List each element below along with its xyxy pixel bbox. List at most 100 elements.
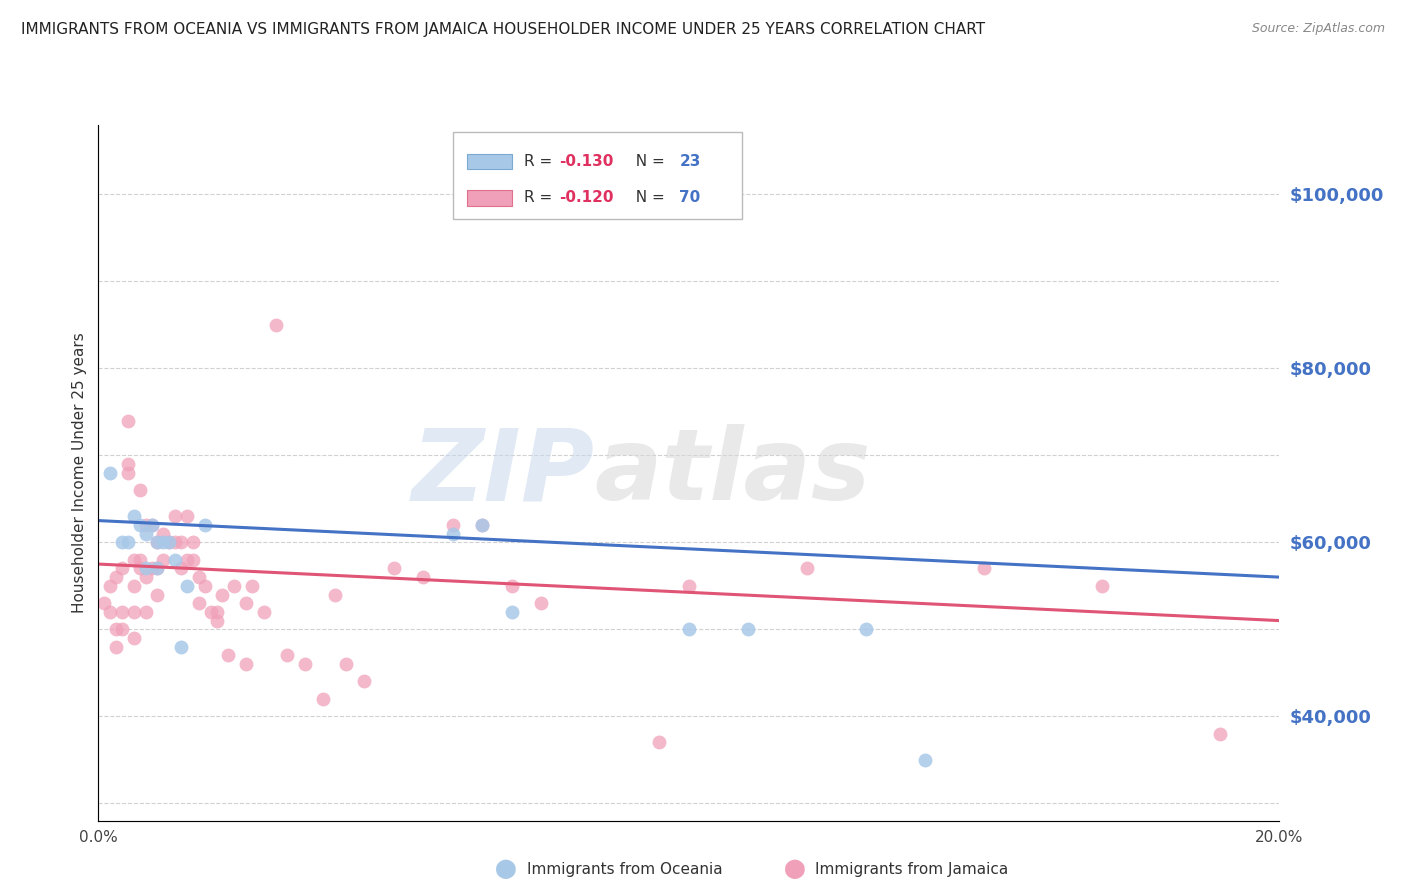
Point <box>205 605 228 619</box>
Point <box>264 318 287 332</box>
Text: -0.130: -0.130 <box>560 154 613 169</box>
Point <box>335 657 357 671</box>
Point <box>737 623 759 637</box>
Point <box>648 735 671 749</box>
Point <box>122 552 145 567</box>
Point <box>855 623 877 637</box>
Text: R =: R = <box>523 190 557 205</box>
Point <box>111 535 134 549</box>
Text: N =: N = <box>626 154 671 169</box>
Text: IMMIGRANTS FROM OCEANIA VS IMMIGRANTS FROM JAMAICA HOUSEHOLDER INCOME UNDER 25 Y: IMMIGRANTS FROM OCEANIA VS IMMIGRANTS FR… <box>21 22 986 37</box>
Point <box>146 588 169 602</box>
Point <box>146 561 169 575</box>
Point <box>382 561 405 575</box>
Point <box>128 483 150 498</box>
Point <box>170 535 193 549</box>
Point <box>105 623 128 637</box>
Text: ⬤: ⬤ <box>783 860 806 880</box>
Point <box>176 509 198 524</box>
Point <box>146 535 169 549</box>
Point <box>181 535 204 549</box>
Point <box>135 570 157 584</box>
Point <box>111 605 134 619</box>
Point <box>165 552 187 567</box>
Point <box>141 517 163 532</box>
Point <box>152 535 174 549</box>
Point <box>187 570 209 584</box>
Point <box>128 517 150 532</box>
Point <box>152 552 174 567</box>
Point <box>176 579 198 593</box>
Text: R =: R = <box>523 154 557 169</box>
Point <box>117 457 139 471</box>
Point <box>200 605 222 619</box>
Point <box>194 579 217 593</box>
Text: N =: N = <box>626 190 671 205</box>
Point <box>973 561 995 575</box>
Point <box>122 605 145 619</box>
Point <box>678 623 700 637</box>
Point <box>98 466 121 480</box>
Point <box>240 579 263 593</box>
Text: atlas: atlas <box>595 425 870 521</box>
Point <box>117 414 139 428</box>
Point <box>276 648 298 663</box>
Point <box>122 509 145 524</box>
Point <box>678 579 700 593</box>
Point <box>412 570 434 584</box>
Y-axis label: Householder Income Under 25 years: Householder Income Under 25 years <box>72 333 87 613</box>
Point <box>211 588 233 602</box>
Point <box>1091 579 1114 593</box>
Point <box>146 561 169 575</box>
Point <box>165 535 187 549</box>
Point <box>98 605 121 619</box>
Point <box>194 517 217 532</box>
Point <box>176 552 198 567</box>
Point <box>294 657 316 671</box>
Point <box>353 674 375 689</box>
Point <box>141 517 163 532</box>
Text: -0.120: -0.120 <box>560 190 613 205</box>
Point <box>111 623 134 637</box>
Point <box>135 526 157 541</box>
Text: 23: 23 <box>679 154 700 169</box>
Point <box>1209 726 1232 740</box>
Text: 70: 70 <box>679 190 700 205</box>
Point <box>157 535 180 549</box>
Point <box>187 596 209 610</box>
Point <box>471 517 494 532</box>
Point <box>441 517 464 532</box>
Point <box>146 535 169 549</box>
Point <box>217 648 239 663</box>
Point <box>128 552 150 567</box>
Point <box>323 588 346 602</box>
Point <box>98 579 121 593</box>
Bar <box>453 132 742 219</box>
Point <box>312 692 335 706</box>
Point <box>117 466 139 480</box>
Point <box>253 605 276 619</box>
Point <box>105 640 128 654</box>
Point <box>796 561 818 575</box>
Point <box>914 753 936 767</box>
Point <box>135 605 157 619</box>
Point <box>165 509 187 524</box>
Point <box>122 631 145 645</box>
Point <box>530 596 553 610</box>
Point <box>471 517 494 532</box>
Point <box>205 614 228 628</box>
Text: Immigrants from Jamaica: Immigrants from Jamaica <box>815 863 1008 877</box>
Point <box>441 526 464 541</box>
Point <box>111 561 134 575</box>
Point <box>501 579 523 593</box>
Point <box>152 526 174 541</box>
Point <box>157 535 180 549</box>
Point <box>170 561 193 575</box>
Text: ZIP: ZIP <box>412 425 595 521</box>
Point <box>135 517 157 532</box>
Point <box>235 657 257 671</box>
Text: Immigrants from Oceania: Immigrants from Oceania <box>527 863 723 877</box>
Point <box>117 535 139 549</box>
Point <box>105 570 128 584</box>
Point <box>141 561 163 575</box>
